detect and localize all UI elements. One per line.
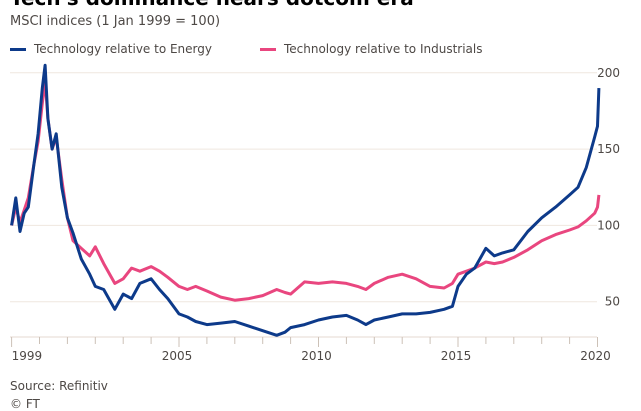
x-tick-label: 2005 [162,349,193,363]
x-tick-label: 2010 [301,349,332,363]
legend-swatch-energy [10,47,26,51]
chart-title: Tech's dominance nears dotcom era [10,0,414,10]
source-note: Source: Refinitiv [10,379,108,393]
x-tick-label: 2020 [580,349,611,363]
legend-swatch-industrials [259,47,276,51]
series-line-industrials [10,78,601,302]
legend: Technology relative to Energy Technology… [10,42,483,56]
legend-label-energy: Technology relative to Energy [34,42,212,56]
x-tick-label: 2015 [441,349,472,363]
copyright: © FT [10,397,40,411]
series-line-energy [10,63,601,337]
y-tick-label: 100 [597,218,620,232]
y-tick-label: 150 [597,142,620,156]
legend-item-energy: Technology relative to Energy [10,42,212,56]
legend-item-industrials: Technology relative to Industrials [259,42,483,56]
chart-subtitle: MSCI indices (1 Jan 1999 = 100) [10,14,221,29]
y-tick-label: 50 [605,295,620,309]
y-tick-label: 200 [597,66,620,80]
legend-label-industrials: Technology relative to Industrials [283,42,483,56]
x-tick-label: 1999 [12,349,43,363]
